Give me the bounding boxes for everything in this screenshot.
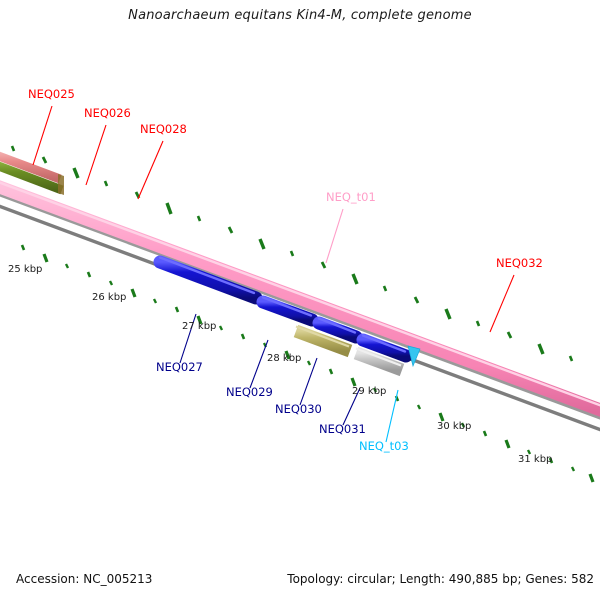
leader-neq031 <box>342 387 361 426</box>
gene-group-forward[interactable] <box>153 255 413 363</box>
leader-neq029 <box>249 339 269 389</box>
scale-tick-labels: 25 kbp 26 kbp 27 kbp 28 kbp 29 kbp 30 kb… <box>8 264 552 465</box>
page-title: Nanoarchaeum equitans Kin4-M, complete g… <box>128 8 472 23</box>
scale-ticks-lower <box>20 244 595 483</box>
gene-label-neq030[interactable]: NEQ030 <box>275 402 322 416</box>
genome-stats-text: Topology: circular; Length: 490,885 bp; … <box>287 572 594 586</box>
gene-group-topleft[interactable] <box>0 151 64 195</box>
gene-label-neq029[interactable]: NEQ029 <box>226 385 273 399</box>
gene-label-neq028[interactable]: NEQ028 <box>140 122 187 136</box>
leader-neq027 <box>179 313 197 364</box>
scale-label-26kbp: 26 kbp <box>92 292 126 303</box>
gene-bar-khaki[interactable] <box>293 324 353 358</box>
gene-label-neq027[interactable]: NEQ027 <box>156 360 203 374</box>
gene-label-neq-t01[interactable]: NEQ_t01 <box>326 190 376 204</box>
gene-bar-neq031[interactable] <box>356 333 413 363</box>
accession-text: Accession: NC_005213 <box>16 572 153 586</box>
leader-neq025 <box>32 105 53 166</box>
status-bar: Accession: NC_005213 Topology: circular;… <box>0 564 600 600</box>
leader-neq030 <box>299 357 318 406</box>
gene-label-neq-t03[interactable]: NEQ_t03 <box>359 439 409 453</box>
trna-marker-neq-t03[interactable] <box>407 345 421 368</box>
label-leader-lines <box>32 105 515 443</box>
leader-neq028 <box>137 140 164 200</box>
scale-label-27kbp: 27 kbp <box>182 321 216 332</box>
gene-label-neq026[interactable]: NEQ026 <box>84 106 131 120</box>
gene-bar-neq029[interactable] <box>256 295 319 327</box>
scale-label-31kbp: 31 kbp <box>518 454 552 465</box>
scale-label-25kbp: 25 kbp <box>8 264 42 275</box>
scale-ticks-upper <box>10 145 574 362</box>
leader-neq-t01 <box>325 208 344 264</box>
leader-neq-t03 <box>385 389 399 443</box>
salmon-gene-bar[interactable] <box>0 151 62 184</box>
gene-bar-neq027[interactable] <box>153 255 263 305</box>
scale-label-29kbp: 29 kbp <box>352 386 386 397</box>
leader-neq032 <box>489 274 515 333</box>
scale-label-30kbp: 30 kbp <box>437 421 471 432</box>
scale-label-28kbp: 28 kbp <box>267 353 301 364</box>
rna-ribbon-neq-t01[interactable] <box>0 178 600 417</box>
olive-gene-bar[interactable] <box>0 161 64 195</box>
gene-label-neq025[interactable]: NEQ025 <box>28 87 75 101</box>
gene-bar-gray[interactable] <box>353 346 405 377</box>
gene-bar-neq030[interactable] <box>312 316 363 344</box>
gene-label-neq032[interactable]: NEQ032 <box>496 256 543 270</box>
leader-neq026 <box>85 124 107 186</box>
gene-label-neq031[interactable]: NEQ031 <box>319 422 366 436</box>
gene-labels[interactable]: NEQ025 NEQ026 NEQ028 NEQ_t01 NEQ032 NEQ0… <box>28 87 543 453</box>
gene-group-reverse[interactable] <box>293 324 405 377</box>
gene-end-cap <box>58 174 64 195</box>
